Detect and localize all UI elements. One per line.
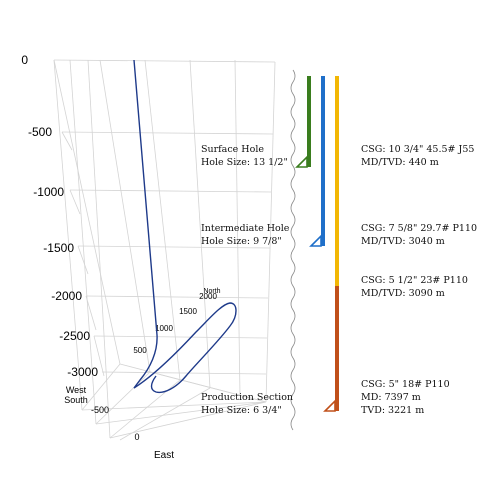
surface-casing-shoe <box>295 155 308 168</box>
north-axis: 500 1000 1500 2000 North <box>133 288 220 355</box>
production-section-size: Hole Size: 6 3/4" <box>201 405 282 416</box>
liner-tvd: TVD: 3221 m <box>361 405 424 416</box>
intermediate-casing-depth: MD/TVD: 3040 m <box>361 236 445 247</box>
hole-section-labels: Surface Hole Hole Size: 13 1/2" Intermed… <box>201 144 293 416</box>
production-liner-shoe <box>323 399 336 412</box>
intermediate-casing-shoe <box>309 234 322 247</box>
tick-label: 0 <box>21 53 28 67</box>
tick-label: -1000 <box>33 185 64 199</box>
production-section-title: Production Section <box>201 392 293 403</box>
open-hole-wiggle <box>290 69 296 431</box>
axis-label-east: East <box>154 450 174 461</box>
production-casing-depth: MD/TVD: 3090 m <box>361 288 445 299</box>
tick-label: -2500 <box>59 329 90 343</box>
well-path <box>133 59 237 394</box>
grid-box <box>53 59 276 441</box>
tick-label: 0 <box>134 432 139 442</box>
tick-label: -3000 <box>67 365 98 379</box>
casing-spec-labels: CSG: 10 3/4" 45.5# J55 MD/TVD: 440 m CSG… <box>361 144 477 416</box>
tick-label: -1500 <box>43 241 74 255</box>
axis-label-west: West <box>66 385 87 395</box>
tick-label: 1000 <box>155 324 173 333</box>
liner-spec: CSG: 5" 18# P110 <box>361 379 450 390</box>
surface-hole-title: Surface Hole <box>201 144 264 155</box>
tick-label: 500 <box>133 346 147 355</box>
tick-label: 1500 <box>179 307 197 316</box>
axis-label-north: North <box>203 288 220 295</box>
tick-label: -500 <box>28 125 52 139</box>
intermediate-casing-spec: CSG: 7 5/8" 29.7# P110 <box>361 223 477 234</box>
surface-casing-depth: MD/TVD: 440 m <box>361 157 439 168</box>
production-casing-spec: CSG: 5 1/2" 23# P110 <box>361 275 468 286</box>
horizontal-axes: West South 0 -500 East <box>64 385 174 461</box>
axis-label-south: South <box>64 395 88 405</box>
tick-label: -2000 <box>51 289 82 303</box>
casing-strings <box>295 76 339 412</box>
tick-label: -500 <box>91 405 109 415</box>
well-trajectory <box>133 59 237 394</box>
tick-label: 2000 <box>199 292 217 301</box>
intermediate-hole-size: Hole Size: 9 7/8" <box>201 236 282 247</box>
liner-md: MD: 7397 m <box>361 392 421 403</box>
intermediate-hole-title: Intermediate Hole <box>201 223 290 234</box>
surface-casing-spec: CSG: 10 3/4" 45.5# J55 <box>361 144 474 155</box>
vertical-axis: 0 -500 -1000 -1500 -2000 -2500 -3000 <box>21 53 98 379</box>
surface-hole-size: Hole Size: 13 1/2" <box>201 157 288 168</box>
